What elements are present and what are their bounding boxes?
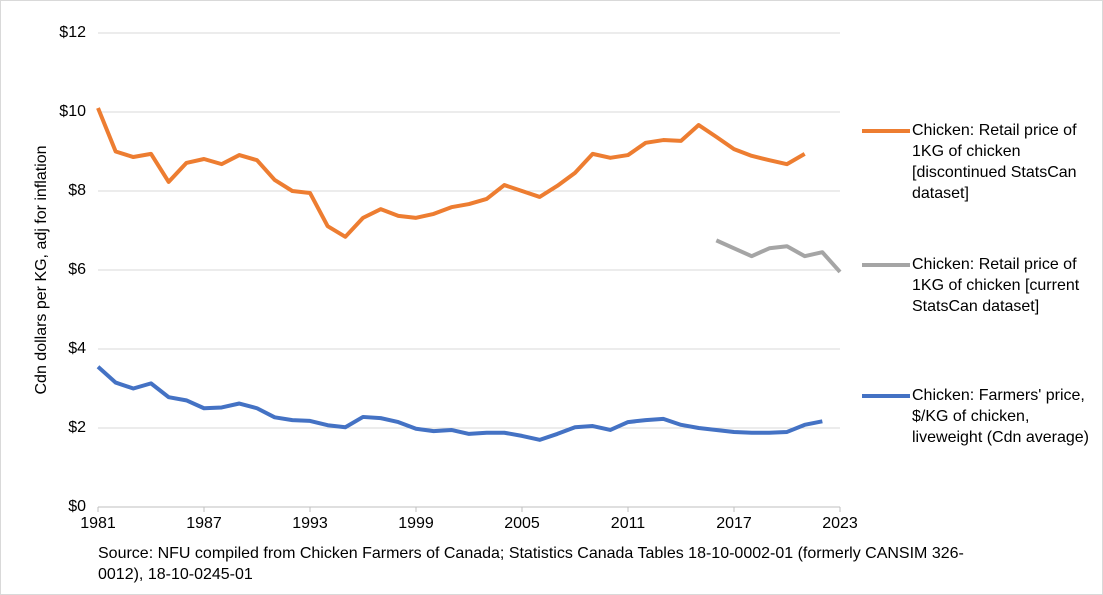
series-line xyxy=(715,238,842,274)
x-tick-label: 1999 xyxy=(398,515,434,532)
series-line xyxy=(96,365,823,442)
x-tick-label: 2011 xyxy=(611,515,646,532)
x-tick-label: 1987 xyxy=(186,515,222,532)
y-tick-label: $4 xyxy=(68,340,86,357)
y-axis-title: Cdn dollars per KG, adj for inflation xyxy=(33,145,50,394)
x-tick-label: 2017 xyxy=(716,515,752,532)
y-tick-label: $10 xyxy=(59,103,86,120)
y-tick-label: $12 xyxy=(59,24,86,41)
y-tick-label: $6 xyxy=(68,261,86,278)
x-tick-label: 1981 xyxy=(80,515,116,532)
series-line xyxy=(96,107,806,239)
legend-label: Chicken: Farmers' price, $/KG of chicken… xyxy=(912,387,1089,446)
legend-label: Chicken: Retail price of 1KG of chicken … xyxy=(912,122,1077,202)
x-tick-label: 1993 xyxy=(292,515,328,532)
y-tick-label: $2 xyxy=(68,419,86,436)
x-tick-label: 2023 xyxy=(822,515,858,532)
x-tick-label: 2005 xyxy=(504,515,540,532)
y-tick-label: $0 xyxy=(68,498,86,515)
legend-label: Chicken: Retail price of 1KG of chicken … xyxy=(912,256,1080,315)
source-note: Source: NFU compiled from Chicken Farmer… xyxy=(98,545,964,583)
y-tick-label: $8 xyxy=(68,182,86,199)
